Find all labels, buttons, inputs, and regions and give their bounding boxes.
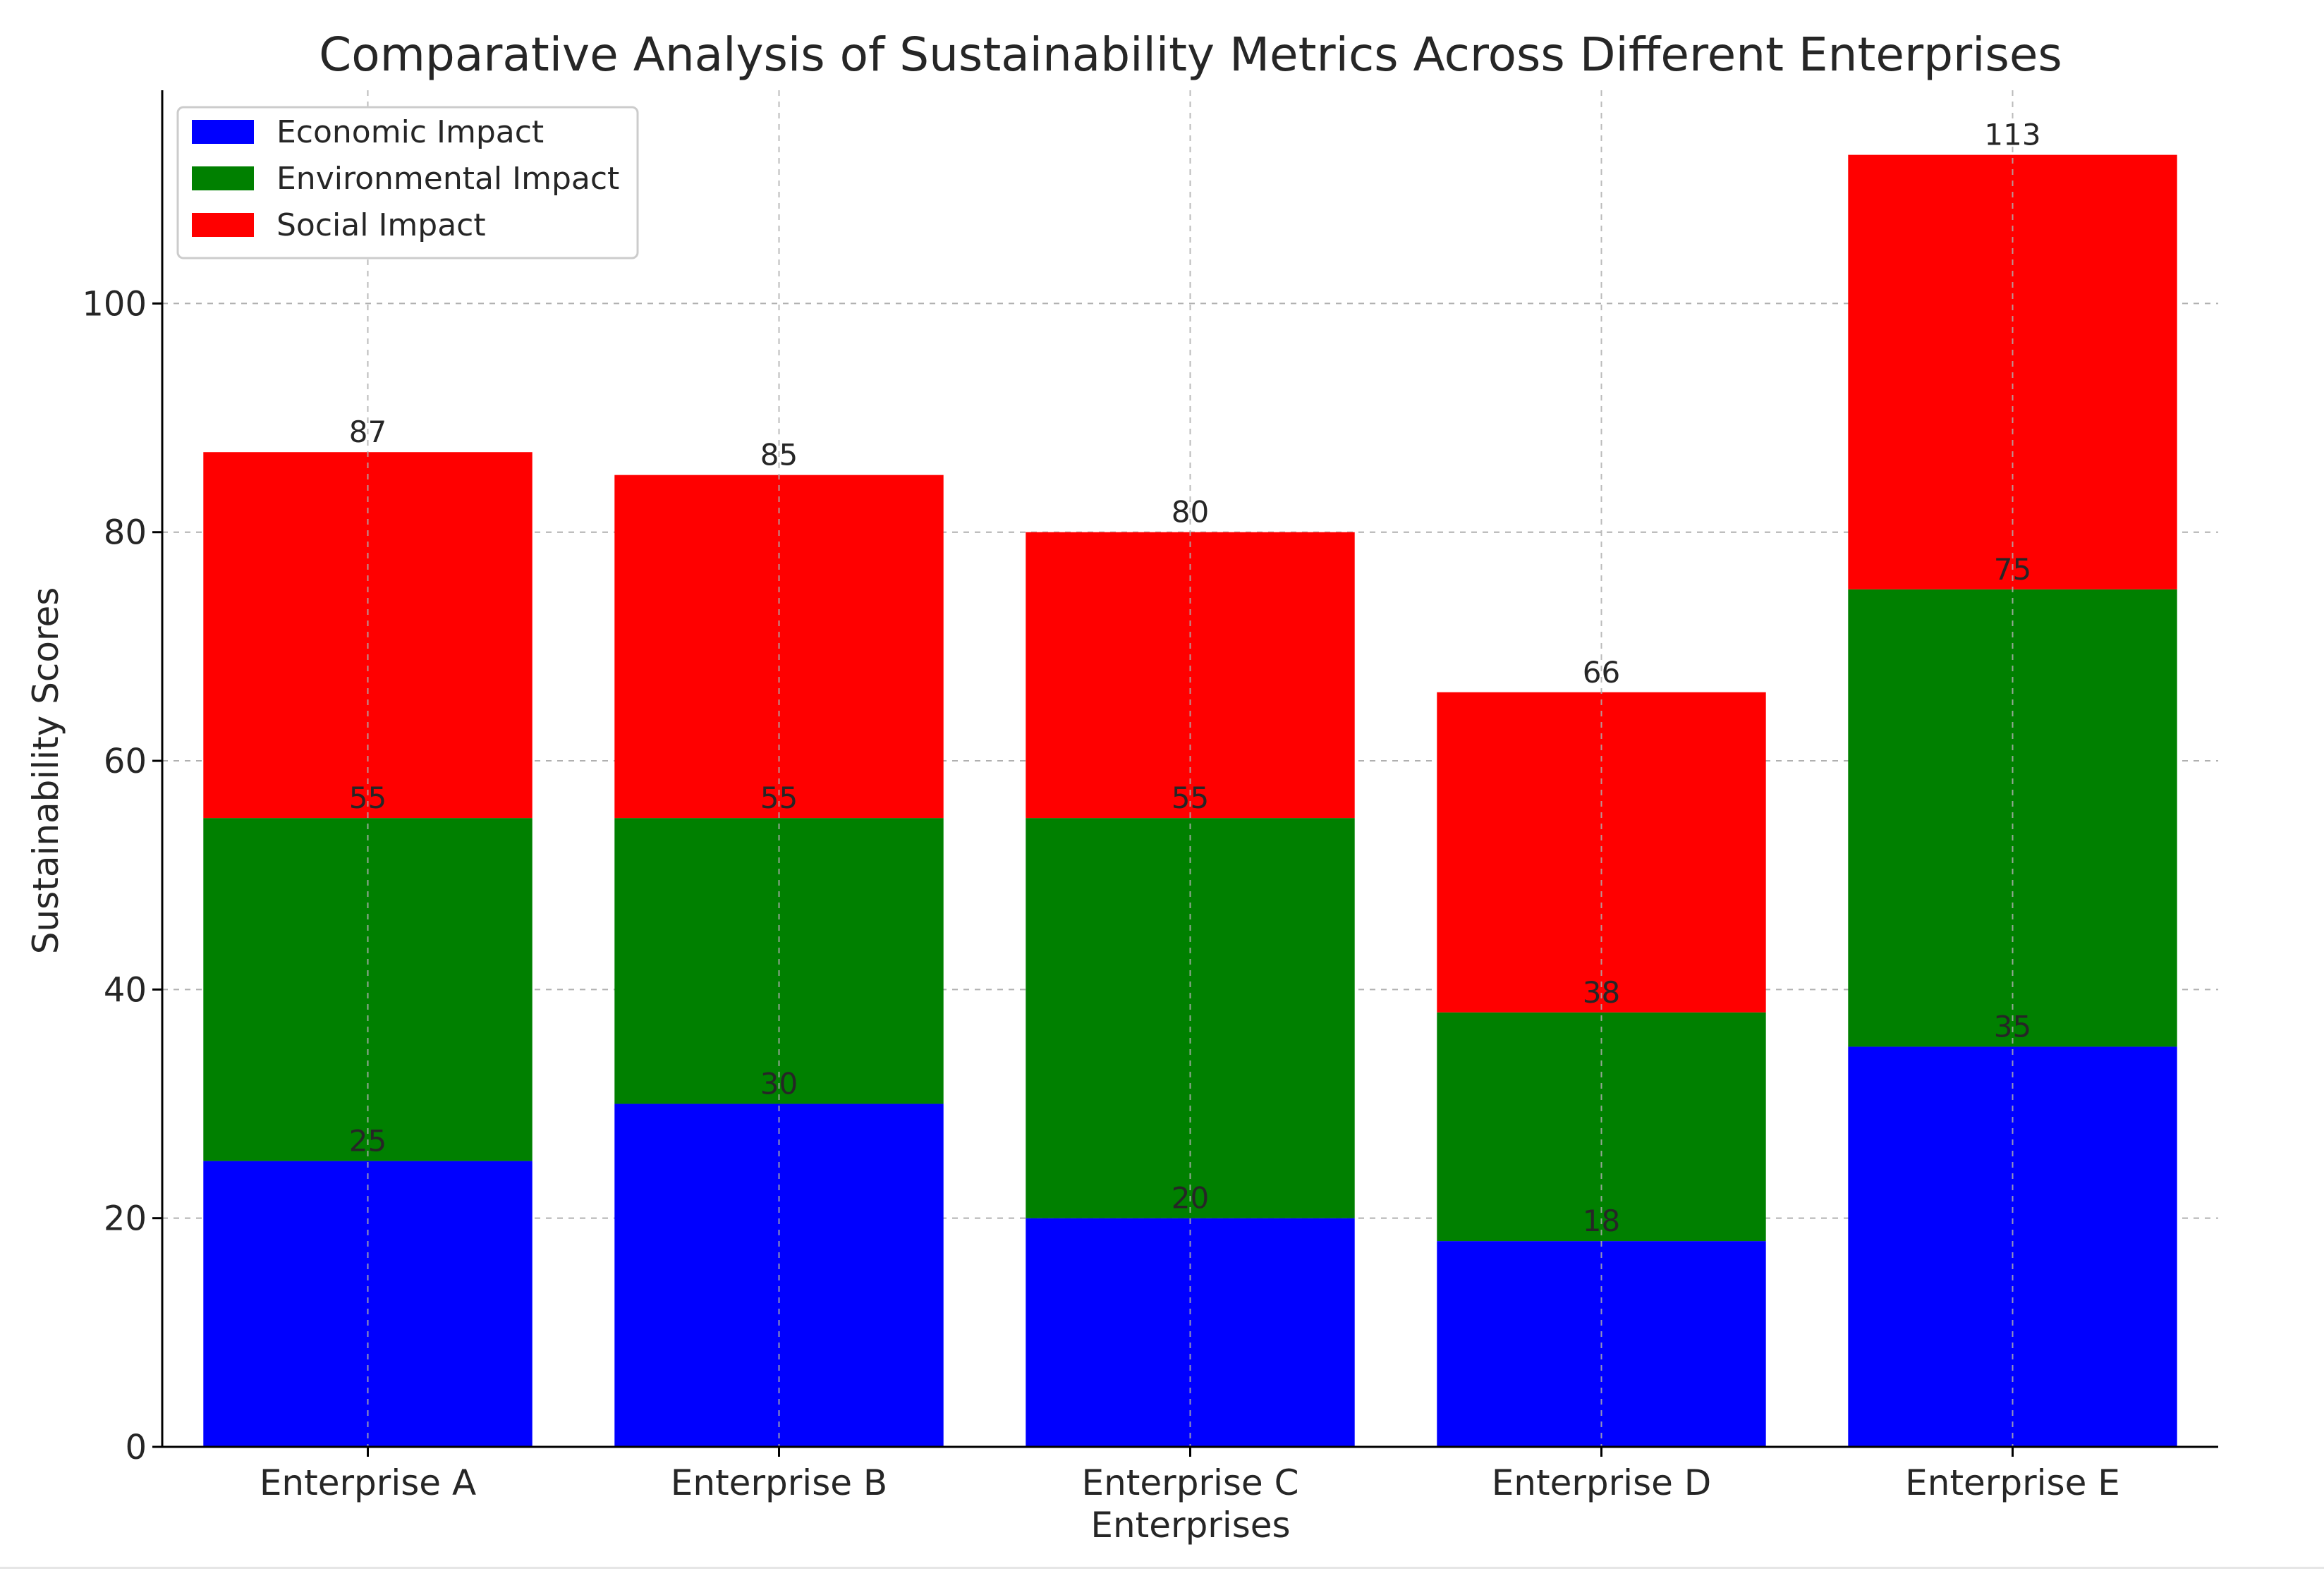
y-tick-label: 60 [104,742,147,781]
data-label: 87 [349,415,387,449]
y-axis-label: Sustainability Scores [25,587,66,955]
data-label: 20 [1172,1181,1209,1216]
legend-label: Economic Impact [276,114,544,150]
x-tick-label: Enterprise C [1081,1462,1298,1503]
footer-divider [0,1567,2324,1569]
axes [152,90,2218,1457]
data-label: 75 [1994,552,2031,587]
y-tick-label: 40 [104,970,147,1010]
tick-labels: 0 20 40 60 80 100 Enterprise A Enterprise B Ente… [82,284,2119,1503]
y-tick-label: 80 [104,513,147,553]
vertical-grid-lines [367,90,2014,1447]
legend-swatch [192,213,254,237]
data-label: 66 [1583,655,1620,690]
data-label: 85 [760,438,798,472]
data-label: 25 [349,1124,387,1158]
x-tick-label: Enterprise A [260,1462,476,1503]
x-tick-label: Enterprise E [1905,1462,2120,1503]
data-label: 113 [1984,118,2040,152]
data-label: 55 [760,781,798,815]
data-label: 55 [349,781,387,815]
legend-swatch [192,120,254,144]
legend-label: Environmental Impact [276,161,619,197]
data-label: 30 [760,1067,798,1101]
legend-box [176,106,639,259]
x-axis-label: Enterprises [1090,1505,1290,1546]
legend-label: Social Impact [276,207,486,243]
y-tick-label: 100 [82,284,147,324]
y-tick-label: 20 [104,1199,147,1239]
data-label: 18 [1583,1204,1620,1238]
value-labels: 25 55 87 30 55 85 20 55 80 18 38 66 35 75 113 [349,118,2041,1238]
data-label: 35 [1994,1009,2031,1044]
bar-social-impact [1026,532,1355,819]
data-label: 80 [1172,495,1209,530]
legend-swatch [192,166,254,190]
data-label: 38 [1583,975,1620,1010]
data-label: 55 [1172,781,1209,815]
bar-environmental-impact [203,818,533,1161]
x-tick-label: Enterprise B [671,1462,887,1503]
legend: Economic Impact Environmental Impact Socia… [176,106,639,259]
chart-title: Comparative Analysis of Sustainability M… [319,27,2062,82]
y-tick-label: 0 [125,1428,147,1467]
x-tick-label: Enterprise D [1492,1462,1712,1503]
